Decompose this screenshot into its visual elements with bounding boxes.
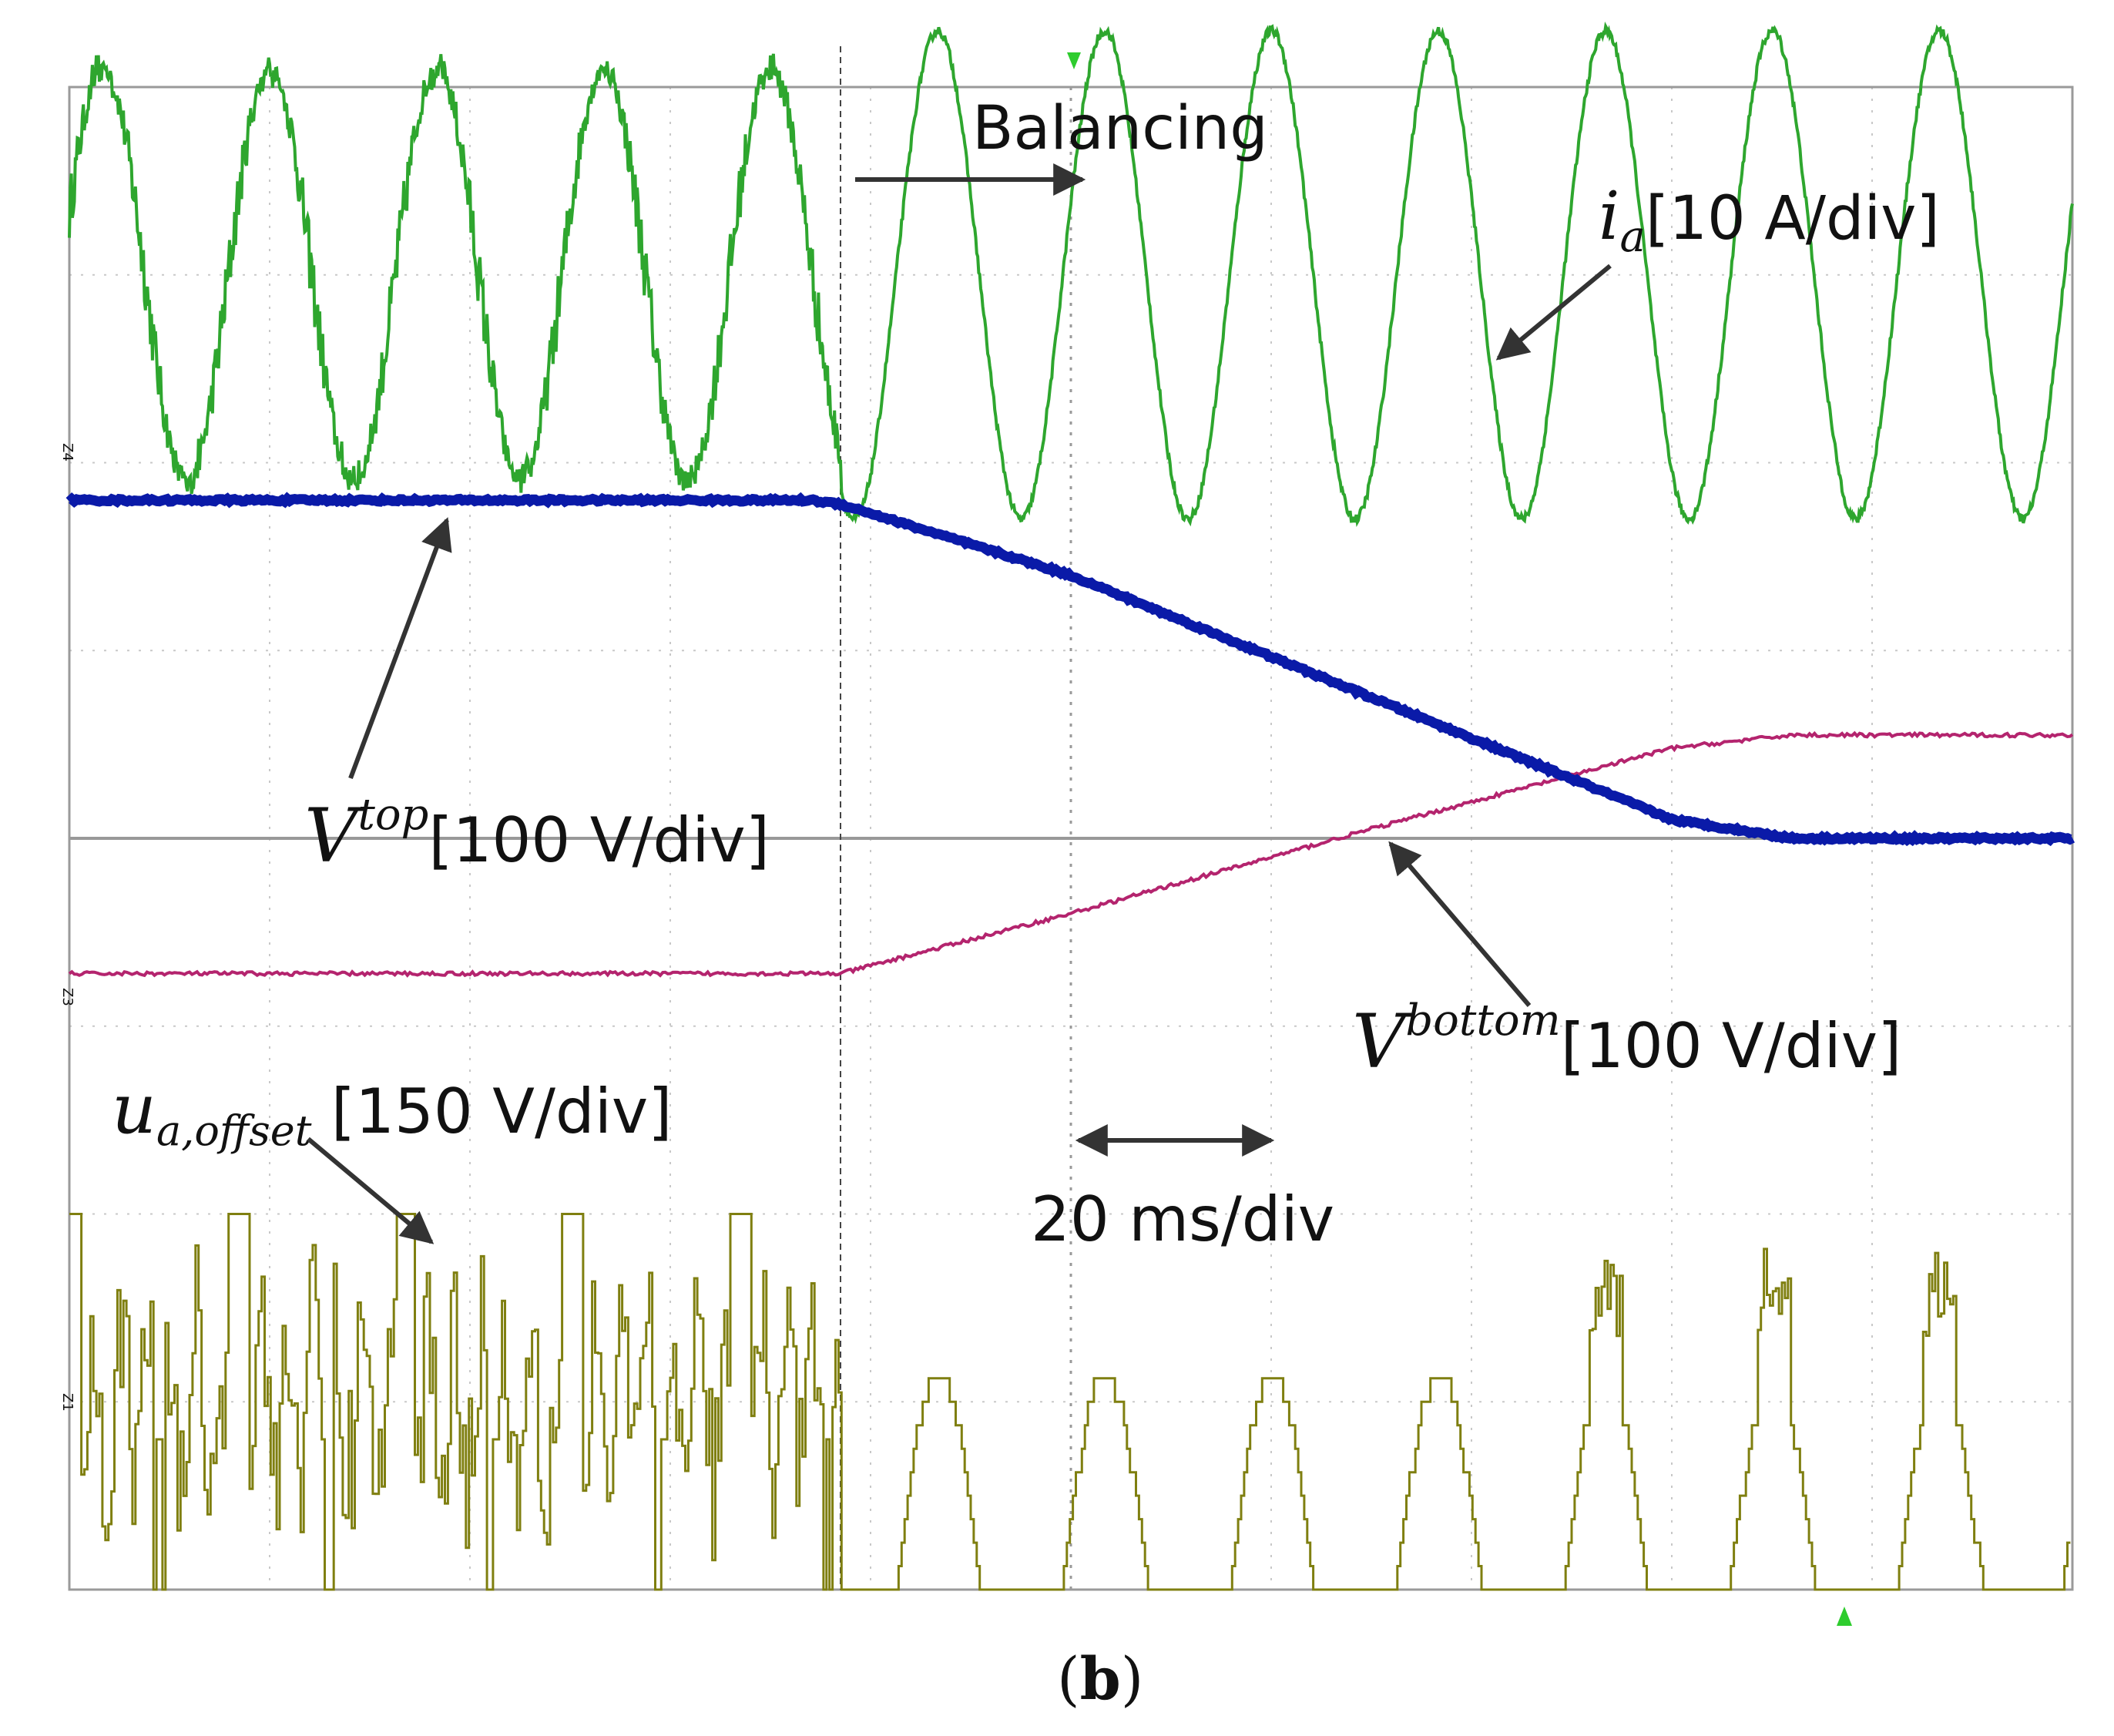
vtop-arrow bbox=[348, 517, 452, 780]
ua-offset-arrow bbox=[307, 1137, 435, 1244]
series-line-ia bbox=[68, 21, 2074, 528]
series-line-v-bottom bbox=[68, 730, 2074, 978]
trigger-marker-top bbox=[1067, 52, 1081, 69]
ia-label: ia[10 A/div] bbox=[1599, 178, 1940, 262]
panel-label: (b) bbox=[1057, 1644, 1143, 1713]
channel-tag-z4: Z4 bbox=[59, 443, 76, 462]
balancing-label: Balancing bbox=[972, 94, 1268, 163]
vbottom-arrow bbox=[1388, 841, 1532, 1007]
ua-offset-label: ua,offset [150 V/div] bbox=[112, 1069, 672, 1155]
ia-arrow bbox=[1495, 264, 1612, 361]
channel-tag-z3: Z3 bbox=[59, 988, 76, 1006]
vbottom-label: Vbottom[100 V/div] bbox=[1352, 996, 1901, 1085]
trigger-marker-bottom bbox=[1837, 1607, 1852, 1626]
series-line-ua-offset bbox=[69, 1213, 2071, 1591]
timebase-label: 20 ms/div bbox=[1031, 1184, 1334, 1255]
vtop-label: Vtop[100 V/div] bbox=[304, 790, 770, 879]
series-line-v-top bbox=[65, 492, 2075, 847]
channel-tag-z1: Z1 bbox=[59, 1393, 76, 1412]
